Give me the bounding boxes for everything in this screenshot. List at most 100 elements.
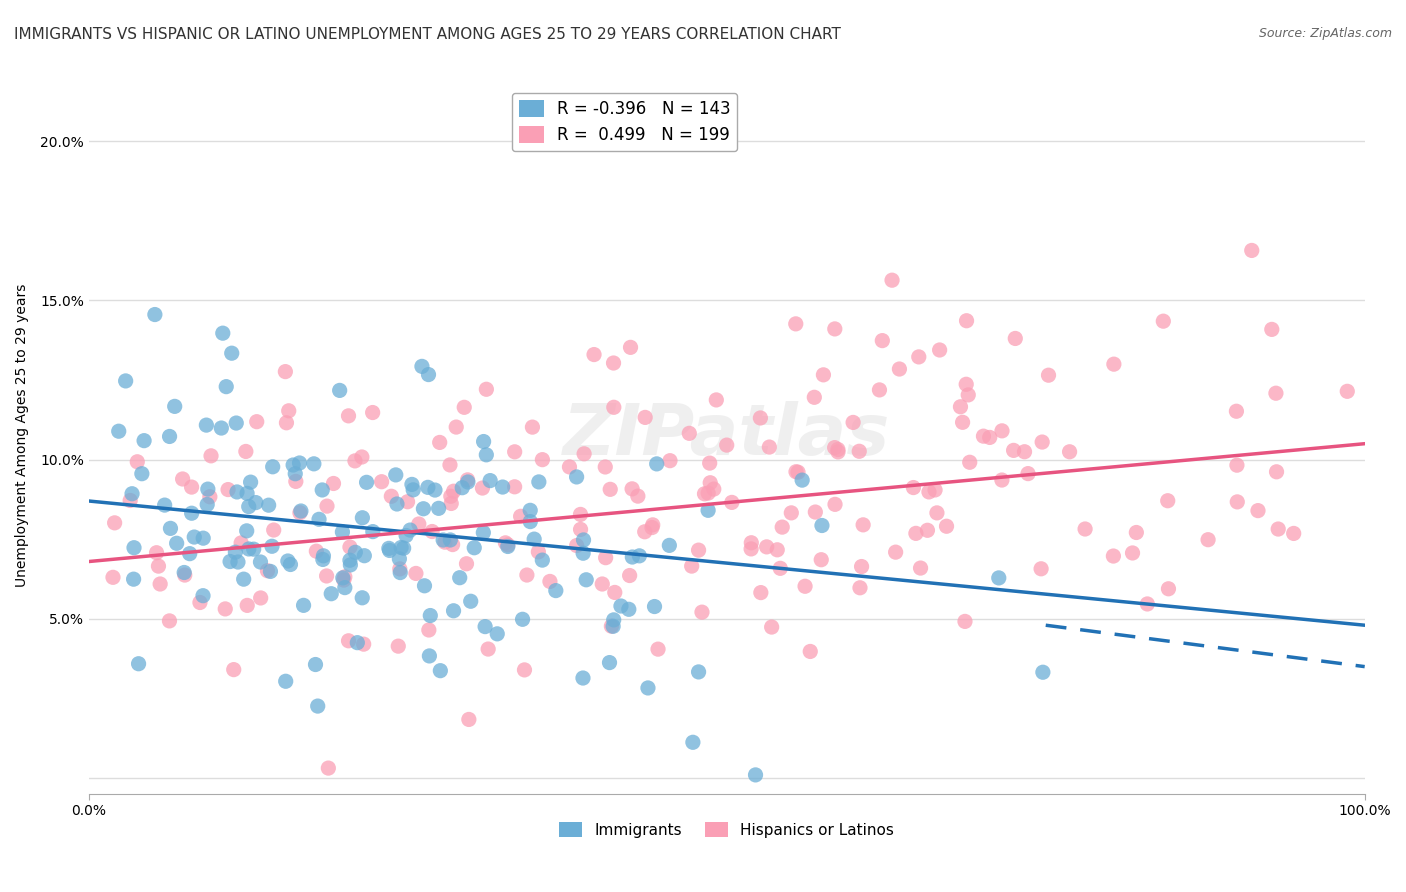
Point bbox=[305, 544, 328, 558]
Point bbox=[991, 473, 1014, 487]
Point bbox=[849, 581, 872, 595]
Point bbox=[236, 486, 259, 500]
Point bbox=[339, 558, 361, 572]
Point bbox=[408, 516, 430, 531]
Point bbox=[475, 448, 498, 462]
Point bbox=[519, 515, 541, 529]
Point bbox=[153, 498, 176, 512]
Point bbox=[457, 473, 479, 487]
Point bbox=[496, 538, 519, 552]
Point bbox=[918, 484, 941, 499]
Point bbox=[389, 566, 412, 580]
Point bbox=[159, 614, 181, 628]
Point bbox=[955, 314, 977, 328]
Point bbox=[209, 421, 232, 435]
Point bbox=[595, 550, 617, 565]
Point bbox=[558, 459, 581, 474]
Point bbox=[519, 503, 541, 517]
Point bbox=[235, 524, 257, 538]
Point bbox=[277, 404, 299, 418]
Point bbox=[356, 475, 378, 490]
Point bbox=[321, 587, 343, 601]
Point bbox=[827, 442, 849, 457]
Point bbox=[429, 664, 451, 678]
Point bbox=[378, 541, 401, 556]
Point bbox=[869, 383, 891, 397]
Point bbox=[953, 615, 976, 629]
Point bbox=[385, 497, 408, 511]
Point bbox=[872, 334, 894, 348]
Point bbox=[1264, 386, 1286, 401]
Point bbox=[183, 530, 205, 544]
Point bbox=[432, 533, 454, 547]
Point bbox=[312, 552, 335, 566]
Point bbox=[513, 663, 536, 677]
Point bbox=[280, 558, 302, 572]
Point bbox=[949, 400, 972, 414]
Point bbox=[1002, 443, 1025, 458]
Point bbox=[193, 531, 215, 545]
Point bbox=[644, 599, 666, 614]
Point bbox=[755, 540, 778, 554]
Point bbox=[903, 481, 925, 495]
Point bbox=[491, 480, 513, 494]
Point bbox=[235, 444, 257, 458]
Point bbox=[401, 477, 423, 491]
Point bbox=[569, 508, 592, 522]
Text: ZIPatlas: ZIPatlas bbox=[562, 401, 890, 470]
Point bbox=[544, 583, 567, 598]
Point bbox=[245, 495, 267, 509]
Point bbox=[236, 599, 259, 613]
Point bbox=[120, 493, 142, 508]
Point bbox=[744, 768, 766, 782]
Point bbox=[173, 568, 195, 582]
Point bbox=[959, 455, 981, 469]
Point bbox=[1225, 404, 1247, 418]
Y-axis label: Unemployment Among Ages 25 to 29 years: Unemployment Among Ages 25 to 29 years bbox=[15, 284, 30, 588]
Point bbox=[429, 435, 451, 450]
Point bbox=[811, 518, 834, 533]
Point bbox=[304, 657, 326, 672]
Point bbox=[803, 390, 825, 404]
Point bbox=[602, 619, 624, 633]
Point bbox=[716, 438, 738, 452]
Point bbox=[924, 483, 946, 497]
Point bbox=[471, 481, 494, 495]
Point bbox=[402, 483, 425, 497]
Point bbox=[621, 549, 644, 564]
Point bbox=[794, 579, 817, 593]
Point bbox=[486, 627, 509, 641]
Point bbox=[1136, 597, 1159, 611]
Point bbox=[148, 559, 170, 574]
Point bbox=[1031, 435, 1053, 450]
Point bbox=[388, 552, 411, 566]
Point bbox=[704, 392, 727, 407]
Point bbox=[443, 604, 465, 618]
Point bbox=[682, 735, 704, 749]
Point bbox=[333, 581, 356, 595]
Point bbox=[370, 475, 392, 489]
Point bbox=[851, 559, 873, 574]
Point bbox=[475, 382, 498, 396]
Point bbox=[166, 536, 188, 550]
Point bbox=[418, 623, 440, 637]
Point bbox=[512, 612, 534, 626]
Point bbox=[1226, 458, 1249, 473]
Point bbox=[232, 572, 254, 586]
Point bbox=[842, 416, 865, 430]
Point bbox=[337, 633, 360, 648]
Point bbox=[658, 538, 681, 552]
Point bbox=[910, 561, 932, 575]
Point bbox=[824, 322, 846, 336]
Point bbox=[460, 594, 482, 608]
Point bbox=[527, 475, 550, 489]
Point bbox=[610, 599, 633, 613]
Point bbox=[439, 533, 461, 547]
Point bbox=[353, 637, 375, 651]
Point bbox=[987, 571, 1010, 585]
Point bbox=[453, 401, 475, 415]
Point bbox=[628, 549, 651, 563]
Point bbox=[389, 541, 412, 555]
Point bbox=[226, 555, 249, 569]
Point bbox=[195, 418, 218, 433]
